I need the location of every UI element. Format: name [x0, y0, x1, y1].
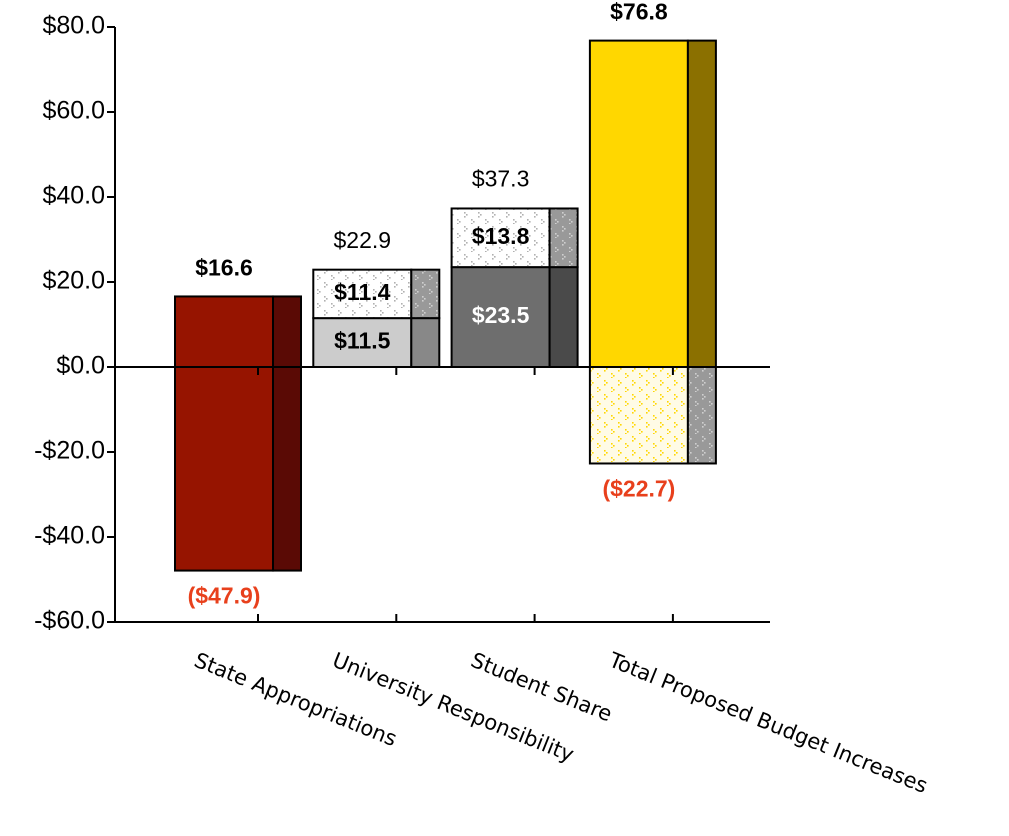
bar	[174, 295, 274, 369]
bar	[588, 39, 689, 368]
y-tick-label: -$40.0	[34, 522, 105, 550]
y-tick-label: -$20.0	[34, 437, 105, 465]
bar	[588, 366, 689, 465]
y-tick-label: $40.0	[42, 182, 105, 210]
y-tick-label: $80.0	[42, 12, 105, 40]
value-label: $16.6	[195, 255, 253, 281]
value-label: ($22.7)	[602, 476, 675, 502]
total-label: $22.9	[334, 227, 392, 253]
bar	[312, 268, 413, 320]
value-label: $11.5	[334, 328, 390, 354]
total-label: $37.3	[472, 166, 530, 192]
x-tick-label: University Responsibility	[329, 648, 577, 767]
y-tick-label: $0.0	[56, 352, 105, 380]
bar-side	[548, 207, 579, 269]
bar	[450, 266, 551, 368]
bar-side	[686, 366, 717, 465]
value-label: $11.4	[334, 279, 390, 305]
bar-side	[272, 295, 302, 369]
bar	[174, 366, 274, 572]
value-label: $23.5	[472, 302, 530, 328]
value-label: ($47.9)	[188, 583, 261, 609]
y-tick-label: $60.0	[42, 97, 105, 125]
bar	[450, 207, 551, 269]
x-tick-label: Total Proposed Budget Increases	[605, 648, 931, 798]
bar-side	[686, 39, 717, 368]
bar-side	[272, 366, 302, 572]
value-label: $13.8	[472, 223, 530, 249]
value-label: $76.8	[610, 0, 668, 25]
bar-side	[410, 317, 441, 368]
y-tick-label: $20.0	[42, 267, 105, 295]
bar-side	[548, 266, 579, 368]
bar-side	[410, 268, 441, 320]
y-tick-label: -$60.0	[34, 607, 105, 635]
